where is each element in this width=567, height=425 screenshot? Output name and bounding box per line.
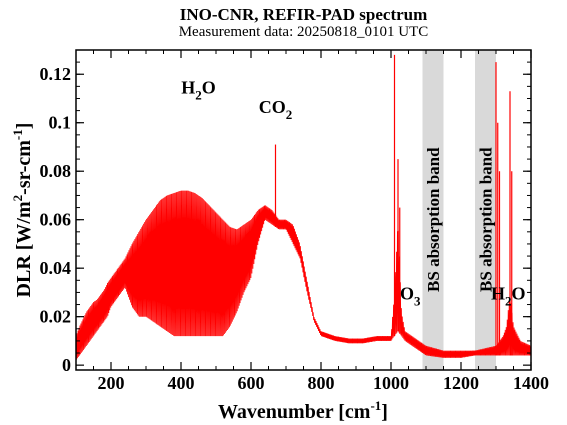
molecule-label-base: O: [400, 284, 414, 304]
chart-title-block: INO-CNR, REFIR-PAD spectrum Measurement …: [0, 5, 567, 41]
y-axis-title-exp2: -1: [10, 129, 25, 140]
y-tick-label: 0: [62, 355, 71, 375]
x-tick-label: 1200: [443, 373, 479, 393]
molecule-label-4: H2O: [491, 284, 526, 309]
chart-title: INO-CNR, REFIR-PAD spectrum: [179, 5, 428, 24]
shaded-band-2: [475, 50, 496, 370]
band-label-2: BS absorption band: [477, 147, 496, 292]
molecule-label-subscript: 3: [414, 294, 421, 309]
y-tick-label: 0.04: [40, 258, 72, 278]
x-axis-title-close: ]: [381, 401, 388, 423]
molecule-label-base: H: [491, 284, 505, 304]
chart-subtitle: Measurement data: 20250818_0101 UTC: [178, 24, 429, 40]
y-axis-title-exp1: 2: [10, 195, 25, 202]
molecule-label-subscript: 2: [505, 294, 512, 309]
x-axis-title: Wavenumber [cm-1]: [218, 398, 388, 423]
y-tick-label: 0.06: [40, 210, 72, 230]
y-tick-label: 0.1: [49, 113, 72, 133]
molecule-label-tail: O: [512, 284, 526, 304]
x-tick-label: 600: [238, 373, 265, 393]
x-tick-label: 800: [308, 373, 335, 393]
x-tick-label: 400: [168, 373, 195, 393]
y-axis-title-text: DLR [W/m: [13, 201, 35, 297]
y-tick-label: 0.08: [40, 161, 72, 181]
x-tick-label: 1400: [513, 373, 549, 393]
molecule-label-1: H2O: [181, 78, 216, 103]
molecule-label-tail: O: [202, 78, 216, 98]
x-axis-title-exponent: -1: [370, 398, 381, 413]
molecule-label-subscript: 2: [286, 107, 293, 122]
molecule-label-2: CO2: [259, 97, 293, 122]
x-axis-title-text: Wavenumber [cm: [218, 401, 371, 423]
spectrum-series: [75, 54, 532, 360]
spectrum-line: [75, 190, 532, 360]
plot-frame: [75, 49, 532, 371]
molecule-label-base: CO: [259, 97, 286, 117]
absorption-bands: [422, 50, 496, 370]
band-label-1: BS absorption band: [424, 147, 443, 292]
y-axis-title: DLR [W/m2-sr-cm-1]: [10, 123, 35, 298]
y-axis-title-close: ]: [13, 123, 35, 130]
tick-labels: 200 400 600 800 1000 1200 1400 0 0.02 0.04 0.06 0.0…: [40, 64, 550, 393]
axis-ticks: [75, 50, 532, 370]
y-tick-label: 0.02: [40, 307, 72, 327]
y-tick-label: 0.12: [40, 64, 72, 84]
molecule-label-3: O3: [400, 284, 421, 309]
molecule-label-subscript: 2: [195, 88, 202, 103]
x-tick-label: 1000: [373, 373, 409, 393]
y-axis-title-mid: -sr-cm: [13, 140, 35, 195]
molecule-label-base: H: [181, 78, 195, 98]
x-tick-label: 200: [98, 373, 125, 393]
shaded-band-1: [422, 50, 444, 370]
